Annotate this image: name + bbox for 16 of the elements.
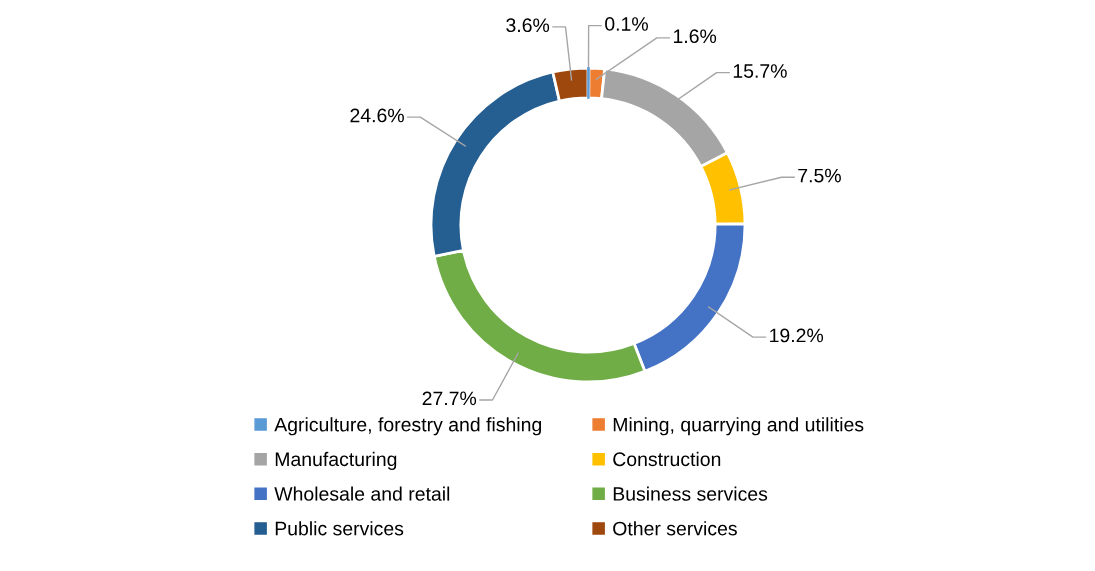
legend-label: Other services (613, 521, 737, 536)
data-label: 27.7% (422, 391, 477, 406)
data-label: 24.6% (350, 108, 404, 123)
legend-label: Agriculture, forestry and fishing (274, 417, 542, 436)
legend-label: Wholesale and retail (274, 486, 450, 501)
legend-label: Public services (275, 521, 404, 536)
data-label: 3.6% (506, 18, 550, 33)
data-label: 15.7% (733, 64, 787, 78)
data-label: 7.5% (798, 168, 841, 183)
legend-label: Construction (613, 451, 721, 467)
legend-label: Manufacturing (275, 451, 397, 470)
data-label: 19.2% (770, 328, 824, 343)
data-label: 1.6% (673, 29, 717, 44)
legend-label: Business services (613, 486, 768, 501)
data-label: 0.1% (605, 17, 648, 31)
legend-label: Mining, quarrying and utilities (613, 417, 864, 436)
